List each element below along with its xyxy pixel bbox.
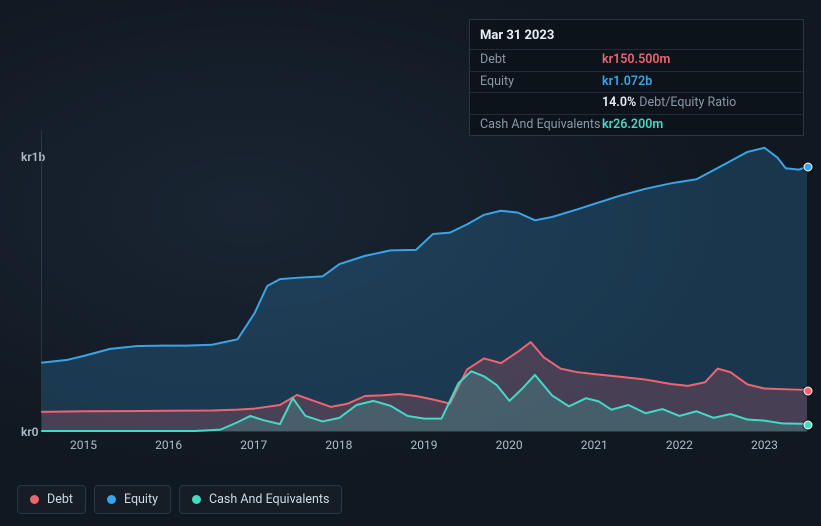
x-axis-label: 2023 bbox=[751, 438, 778, 452]
tooltip-row-value: kr150.500m bbox=[602, 54, 793, 67]
legend: Debt Equity Cash And Equivalents bbox=[17, 485, 342, 514]
tooltip-row: 14.0% Debt/Equity Ratio bbox=[470, 92, 803, 114]
tooltip-row-label: Debt bbox=[480, 54, 602, 67]
series-end-marker bbox=[804, 386, 813, 395]
y-axis-label: kr0 bbox=[21, 425, 39, 439]
plot-region[interactable] bbox=[41, 130, 807, 432]
x-axis-labels: 2015 2016 2017 2018 2019 2020 2021 2022 2023 bbox=[41, 438, 807, 458]
x-axis-label: 2015 bbox=[70, 438, 97, 452]
legend-item[interactable]: Debt bbox=[17, 485, 86, 514]
legend-item[interactable]: Equity bbox=[94, 485, 171, 514]
tooltip-row: Equitykr1.072b bbox=[470, 71, 803, 93]
tooltip-row-label: Equity bbox=[480, 76, 602, 89]
series-end-marker bbox=[804, 420, 813, 429]
legend-dot-icon bbox=[107, 495, 116, 504]
tooltip-row-value: 14.0% Debt/Equity Ratio bbox=[602, 97, 793, 110]
x-axis-label: 2019 bbox=[411, 438, 438, 452]
x-axis-label: 2022 bbox=[666, 438, 693, 452]
legend-item[interactable]: Cash And Equivalents bbox=[179, 485, 342, 514]
legend-label: Debt bbox=[47, 492, 73, 507]
tooltip-row: Debtkr150.500m bbox=[470, 49, 803, 71]
chart-area: kr0kr1b 20152016201720182019202020212022… bbox=[17, 124, 807, 480]
tooltip-row-label bbox=[480, 97, 602, 110]
tooltip-row-label: Cash And Equivalents bbox=[480, 119, 602, 132]
x-axis-label: 2018 bbox=[325, 438, 352, 452]
tooltip-title: Mar 31 2023 bbox=[470, 20, 803, 49]
chart-container: Mar 31 2023 Debtkr150.500mEquitykr1.072b… bbox=[0, 0, 821, 526]
x-axis-label: 2020 bbox=[496, 438, 523, 452]
x-axis-label: 2021 bbox=[581, 438, 608, 452]
legend-label: Cash And Equivalents bbox=[209, 492, 329, 507]
tooltip-row-value: kr26.200m bbox=[602, 119, 793, 132]
chart-tooltip: Mar 31 2023 Debtkr150.500mEquitykr1.072b… bbox=[469, 19, 804, 136]
tooltip-row: Cash And Equivalentskr26.200m bbox=[470, 114, 803, 136]
x-axis-label: 2016 bbox=[155, 438, 182, 452]
tooltip-row-value: kr1.072b bbox=[602, 76, 793, 89]
legend-label: Equity bbox=[124, 492, 158, 507]
x-axis-label: 2017 bbox=[240, 438, 267, 452]
legend-dot-icon bbox=[192, 495, 201, 504]
series-end-marker bbox=[804, 163, 813, 172]
legend-dot-icon bbox=[30, 495, 39, 504]
